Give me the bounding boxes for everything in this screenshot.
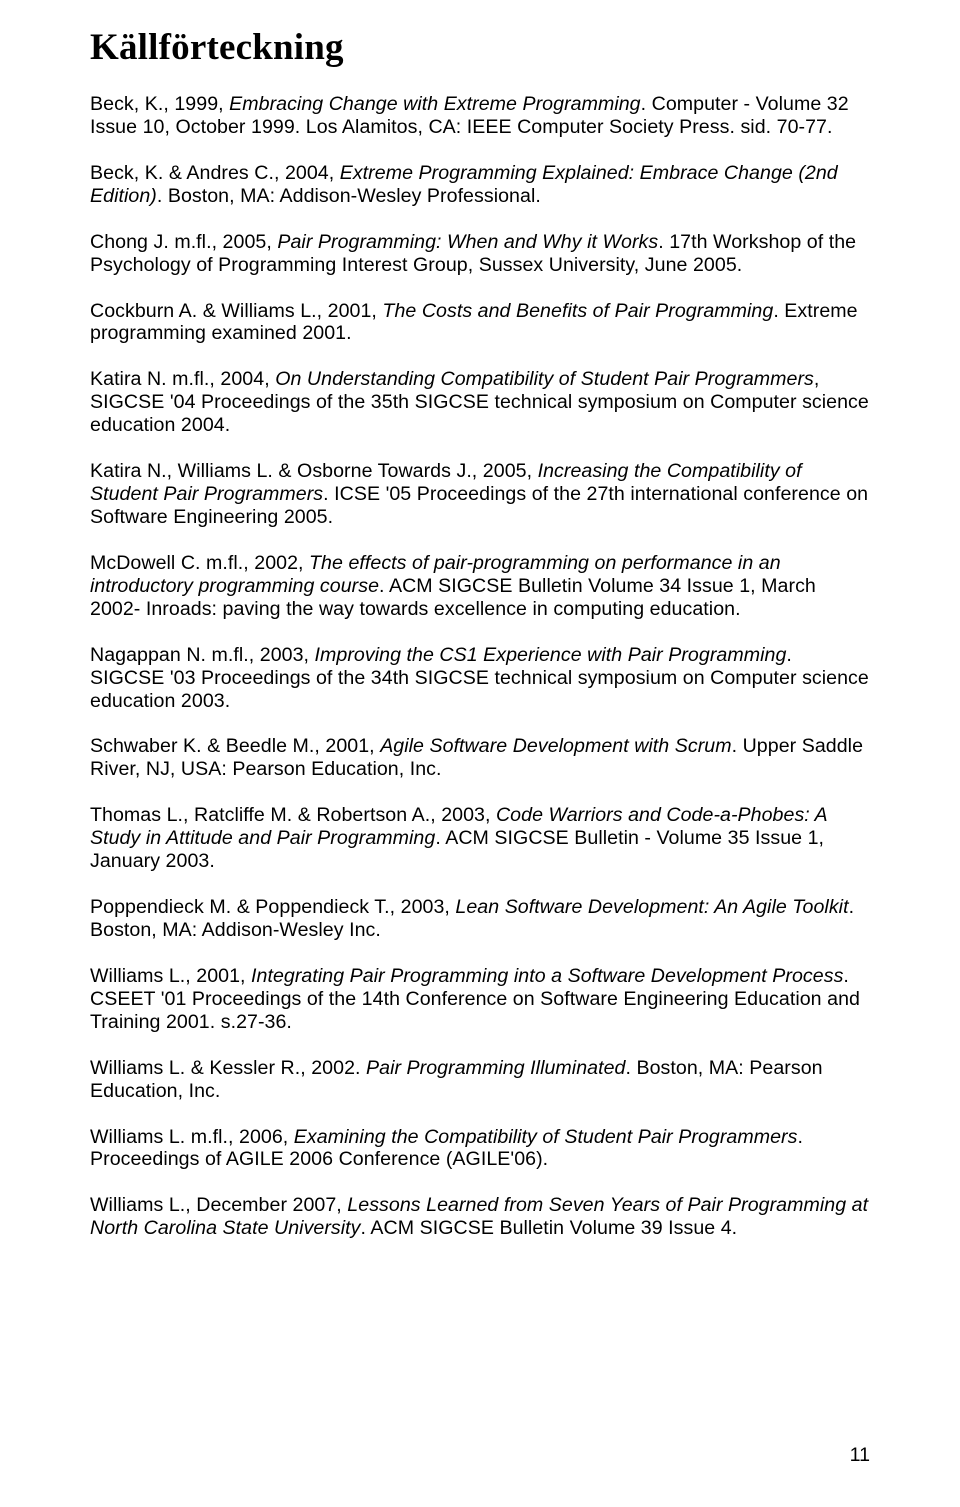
entry-title: Pair Programming Illuminated — [366, 1057, 626, 1079]
entry-prefix: Cockburn A. & Williams L., 2001, — [90, 300, 382, 322]
entry-prefix: Williams L. m.fl., 2006, — [90, 1126, 294, 1148]
entry-title: The Costs and Benefits of Pair Programmi… — [382, 300, 773, 322]
entry-title: Agile Software Development with Scrum — [380, 735, 731, 757]
bibliography-entry: Chong J. m.fl., 2005, Pair Programming: … — [90, 231, 870, 277]
page-number: 11 — [850, 1444, 870, 1467]
entry-title: Lean Software Development: An Agile Tool… — [455, 896, 848, 918]
bibliography-entry: Katira N. m.fl., 2004, On Understanding … — [90, 368, 870, 437]
entry-title: Embracing Change with Extreme Programmin… — [229, 93, 641, 115]
bibliography-entry: Williams L., December 2007, Lessons Lear… — [90, 1194, 870, 1240]
entry-prefix: Williams L., 2001, — [90, 965, 251, 987]
entry-prefix: Thomas L., Ratcliffe M. & Robertson A., … — [90, 804, 496, 826]
entry-prefix: McDowell C. m.fl., 2002, — [90, 552, 309, 574]
bibliography-entry: Schwaber K. & Beedle M., 2001, Agile Sof… — [90, 735, 870, 781]
bibliography-entry: Beck, K. & Andres C., 2004, Extreme Prog… — [90, 162, 870, 208]
page-title: Källförteckning — [90, 26, 870, 69]
entry-prefix: Chong J. m.fl., 2005, — [90, 231, 277, 253]
entry-prefix: Katira N., Williams L. & Osborne Towards… — [90, 460, 538, 482]
entry-prefix: Schwaber K. & Beedle M., 2001, — [90, 735, 380, 757]
page-container: Källförteckning Beck, K., 1999, Embracin… — [0, 0, 960, 1507]
entry-title: On Understanding Compatibility of Studen… — [275, 368, 814, 390]
bibliography-entry: Katira N., Williams L. & Osborne Towards… — [90, 460, 870, 529]
entry-title: Examining the Compatibility of Student P… — [294, 1126, 798, 1148]
bibliography-entry: Thomas L., Ratcliffe M. & Robertson A., … — [90, 804, 870, 873]
entry-prefix: Beck, K., 1999, — [90, 93, 229, 115]
entry-prefix: Beck, K. & Andres C., 2004, — [90, 162, 340, 184]
bibliography-entry: Nagappan N. m.fl., 2003, Improving the C… — [90, 644, 870, 713]
entry-suffix: . Boston, MA: Addison-Wesley Professiona… — [157, 185, 541, 207]
entry-prefix: Williams L. & Kessler R., 2002. — [90, 1057, 366, 1079]
entry-prefix: Poppendieck M. & Poppendieck T., 2003, — [90, 896, 455, 918]
bibliography-entry: Poppendieck M. & Poppendieck T., 2003, L… — [90, 896, 870, 942]
entry-title: Integrating Pair Programming into a Soft… — [251, 965, 843, 987]
entry-title: Pair Programming: When and Why it Works — [277, 231, 658, 253]
bibliography-entry: Williams L. & Kessler R., 2002. Pair Pro… — [90, 1057, 870, 1103]
entry-title: Improving the CS1 Experience with Pair P… — [315, 644, 787, 666]
bibliography-list: Beck, K., 1999, Embracing Change with Ex… — [90, 93, 870, 1240]
entry-prefix: Williams L., December 2007, — [90, 1194, 347, 1216]
bibliography-entry: McDowell C. m.fl., 2002, The effects of … — [90, 552, 870, 621]
bibliography-entry: Beck, K., 1999, Embracing Change with Ex… — [90, 93, 870, 139]
entry-suffix: . ACM SIGCSE Bulletin Volume 39 Issue 4. — [361, 1217, 738, 1239]
bibliography-entry: Williams L., 2001, Integrating Pair Prog… — [90, 965, 870, 1034]
entry-prefix: Nagappan N. m.fl., 2003, — [90, 644, 315, 666]
bibliography-entry: Williams L. m.fl., 2006, Examining the C… — [90, 1126, 870, 1172]
entry-prefix: Katira N. m.fl., 2004, — [90, 368, 275, 390]
bibliography-entry: Cockburn A. & Williams L., 2001, The Cos… — [90, 300, 870, 346]
